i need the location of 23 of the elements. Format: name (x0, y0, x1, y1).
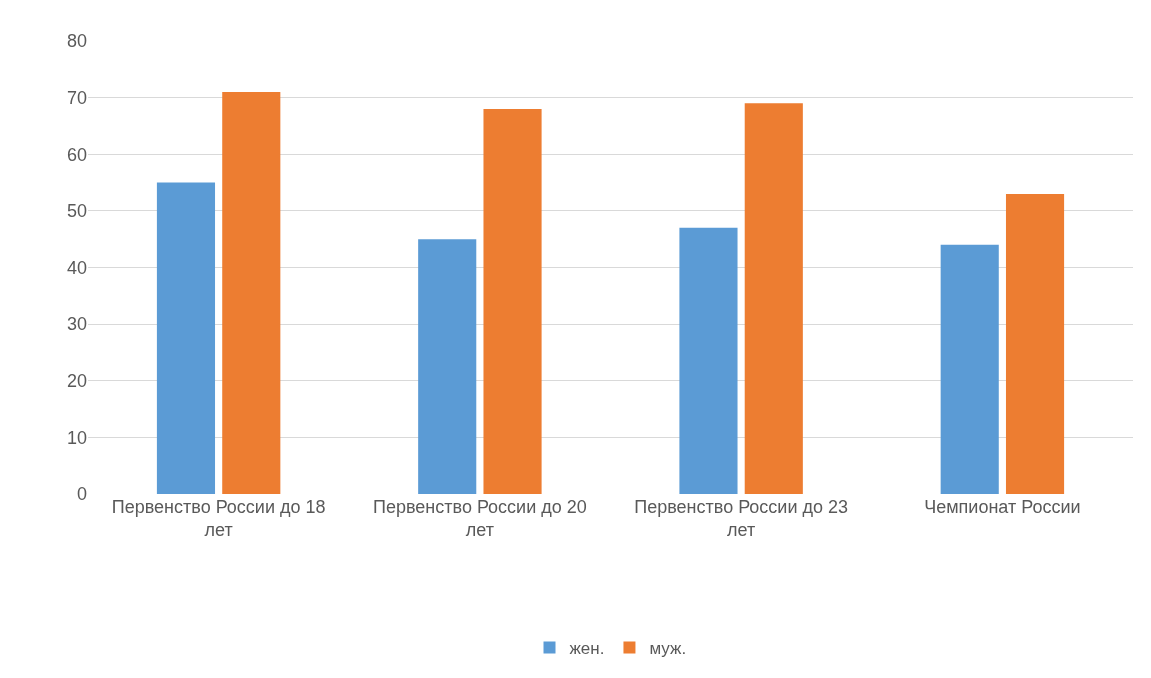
bar (940, 244, 999, 494)
y-tick-label: 50 (66, 201, 87, 222)
bar (1005, 193, 1065, 494)
y-tick-label: 20 (66, 371, 87, 392)
y-tick-label: 30 (66, 314, 87, 335)
bar (483, 108, 542, 494)
y-tick-label: 60 (66, 144, 87, 165)
y-tick-label: 10 (66, 427, 87, 448)
y-tick-label: 40 (66, 257, 87, 278)
bar (744, 103, 803, 494)
legend-label: жен. (569, 639, 605, 659)
bar (156, 182, 216, 494)
bar (679, 227, 738, 494)
x-tick-label: Первенство России до 20 лет (373, 497, 587, 541)
y-tick-label: 80 (66, 31, 87, 52)
y-tick-label: 0 (76, 484, 87, 505)
bar (222, 91, 281, 494)
y-tick-label: 70 (66, 87, 87, 108)
bar (418, 239, 477, 494)
x-tick-label: Первенство России до 23 лет (634, 497, 849, 541)
x-tick-label: Чемпионат России (924, 497, 1081, 517)
legend-label: муж. (649, 639, 687, 659)
x-tick-label: Первенство России до 18 лет (111, 497, 326, 541)
